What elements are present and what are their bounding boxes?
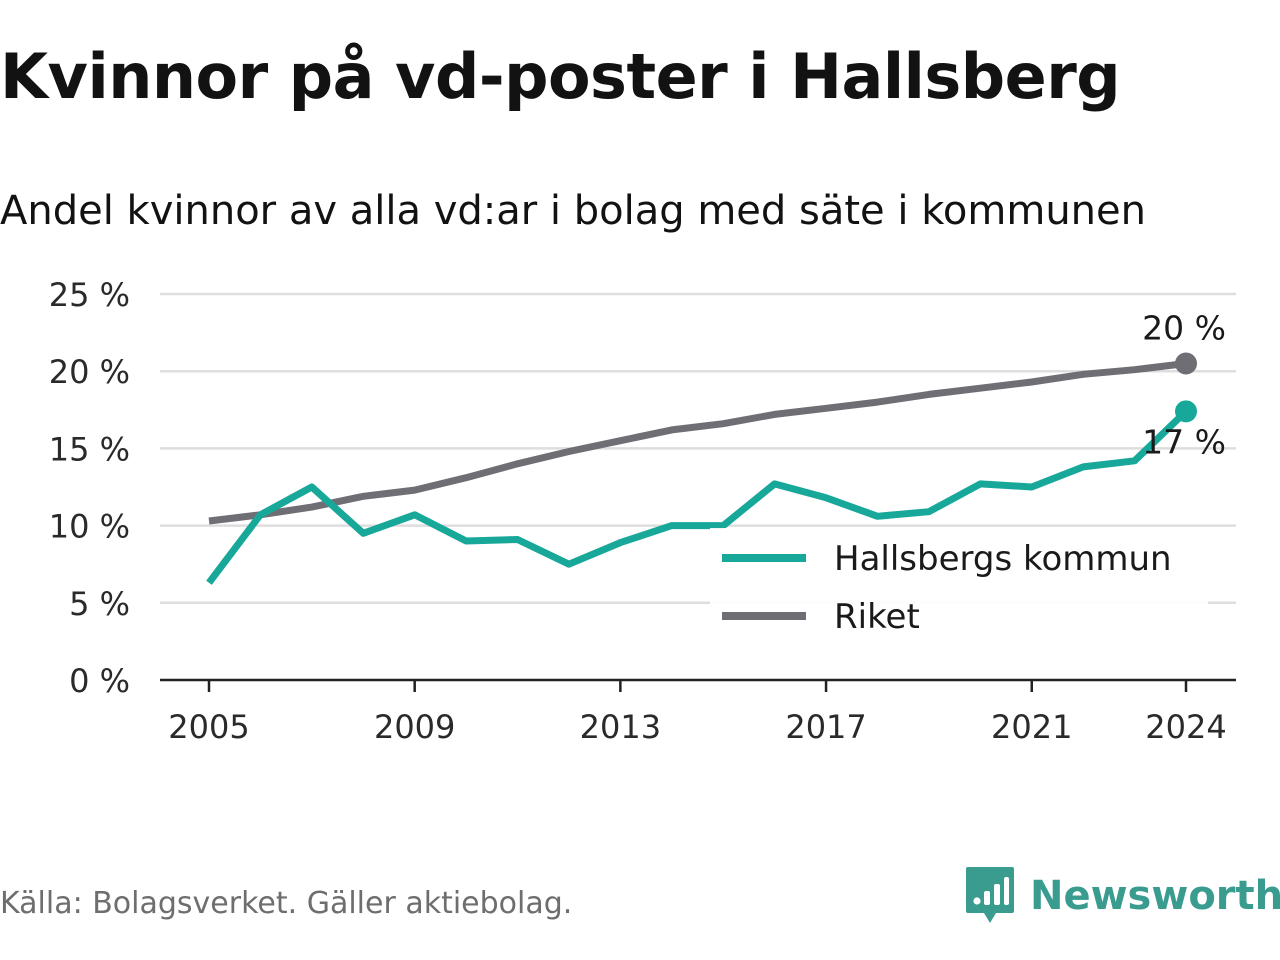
legend-label-riket: Riket [834, 597, 920, 637]
y-tick-label: 20 % [49, 353, 130, 391]
x-tick-label: 2024 [1145, 708, 1226, 746]
x-tick-label: 2017 [785, 708, 866, 746]
end-label-riket: 20 % [1142, 308, 1226, 347]
y-tick-label: 15 % [49, 430, 130, 468]
brand-logo: Newsworthy [964, 864, 1280, 928]
series-line-hallsberg [206, 408, 1189, 585]
end-point-hallsberg [1175, 400, 1197, 423]
newsworthy-logo-icon [966, 867, 1014, 923]
y-tick-label: 5 % [69, 585, 130, 623]
x-tick-label: 2021 [991, 708, 1072, 746]
y-tick-label: 25 % [49, 276, 130, 314]
end-point-riket [1175, 352, 1197, 375]
chart-subtitle: Andel kvinnor av alla vd:ar i bolag med … [0, 188, 1146, 234]
series-line-riket [208, 360, 1187, 525]
legend-label-hallsberg: Hallsbergs kommun [834, 539, 1172, 579]
source-note: Källa: Bolagsverket. Gäller aktiebolag. [0, 886, 573, 921]
chart-title: Kvinnor på vd-poster i Hallsberg [0, 40, 1121, 113]
x-tick-label: 2005 [168, 708, 249, 746]
y-tick-label: 0 % [69, 662, 130, 700]
brand-name: Newsworthy [1030, 873, 1280, 919]
legend-box [710, 528, 1208, 648]
x-tick-label: 2009 [374, 708, 455, 746]
x-tick-label: 2013 [580, 708, 661, 746]
y-tick-label: 10 % [49, 508, 130, 546]
end-label-hallsberg: 17 % [1142, 422, 1226, 461]
